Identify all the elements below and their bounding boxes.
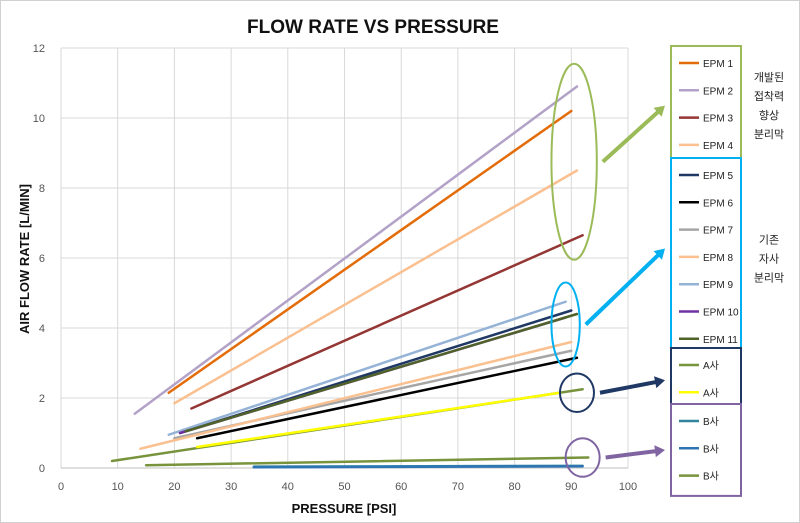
group-arrow — [599, 379, 658, 395]
group-arrow-head — [654, 376, 665, 389]
group-note-line: 분리막 — [754, 272, 784, 285]
y-tick-label: 10 — [33, 113, 45, 125]
series-line-11 — [184, 312, 579, 433]
x-tick-label: 100 — [619, 481, 637, 493]
legend-label: B사 — [703, 416, 719, 428]
group-arrow-head — [654, 445, 665, 458]
legend-label: EPM 11 — [703, 335, 738, 346]
legend-label: A사 — [703, 387, 719, 399]
legend-label: B사 — [703, 443, 719, 455]
legend-box — [670, 403, 742, 497]
group-arrow-head — [653, 248, 665, 260]
legend-label: A사 — [703, 360, 719, 372]
legend-box — [670, 157, 742, 361]
y-tick-label: 4 — [39, 323, 45, 335]
legend-label: EPM 10 — [703, 308, 739, 319]
x-axis-label: PRESSURE [PSI] — [292, 501, 397, 516]
y-tick-label: 6 — [39, 253, 45, 265]
legend-label: EPM 4 — [703, 141, 733, 152]
x-tick-label: 0 — [58, 481, 64, 493]
x-tick-label: 60 — [395, 481, 407, 493]
y-tick-label: 2 — [39, 393, 45, 405]
series-line-9 — [167, 300, 567, 436]
series-line-16 — [144, 456, 590, 467]
series-line-15 — [252, 465, 584, 469]
tick-layer: 0 2 4 6 8 10 12 0 10 20 30 40 50 60 70 80 90 100 — [33, 43, 637, 493]
group-note-line: 향상 — [759, 109, 779, 122]
series-layer — [110, 85, 590, 469]
group-note-line: 개발된 — [754, 71, 784, 84]
x-tick-label: 80 — [508, 481, 520, 493]
legend-label: EPM 2 — [703, 86, 733, 97]
highlight-ellipse — [550, 281, 581, 368]
highlight-layer — [550, 62, 601, 478]
group-note-line: 기존 — [759, 234, 779, 247]
x-tick-label: 40 — [282, 481, 294, 493]
legend-label: EPM 6 — [703, 198, 733, 209]
highlight-ellipse — [564, 437, 601, 478]
legend-label: EPM 7 — [703, 226, 733, 237]
series-line-2 — [133, 85, 579, 415]
group-arrow — [601, 109, 661, 164]
legend-box — [670, 347, 742, 414]
y-tick-label: 8 — [39, 183, 45, 195]
x-tick-label: 30 — [225, 481, 237, 493]
series-line-6 — [195, 356, 579, 440]
legend-label: EPM 1 — [703, 59, 733, 70]
x-tick-label: 90 — [565, 481, 577, 493]
series-line-8 — [139, 340, 573, 450]
x-tick-label: 20 — [168, 481, 180, 493]
x-tick-label: 10 — [112, 481, 124, 493]
legend-label: EPM 9 — [703, 280, 733, 291]
group-note-line: 접착력 — [754, 90, 784, 103]
x-tick-label: 50 — [338, 481, 350, 493]
legend-label: EPM 5 — [703, 171, 733, 182]
legend-label: EPM 8 — [703, 253, 733, 264]
highlight-ellipse — [558, 372, 595, 413]
series-line-1 — [167, 109, 573, 394]
group-arrow — [605, 448, 658, 460]
group-note-line: 자사 — [759, 253, 779, 266]
chart-title: FLOW RATE VS PRESSURE — [247, 17, 499, 38]
group-arrow-head — [653, 105, 665, 117]
x-tick-label: 70 — [452, 481, 464, 493]
legend-label: EPM 3 — [703, 114, 733, 125]
series-line-4 — [173, 169, 579, 405]
series-line-3 — [190, 234, 584, 410]
highlight-ellipse — [550, 62, 598, 261]
legend-label: B사 — [703, 471, 719, 483]
y-axis-label: AIR FLOW RATE [L/MIN] — [17, 184, 32, 334]
series-line-13 — [195, 391, 562, 449]
y-tick-label: 0 — [39, 463, 45, 475]
y-tick-label: 12 — [33, 43, 45, 55]
group-note-line: 분리막 — [754, 128, 784, 141]
group-arrow — [584, 252, 661, 326]
